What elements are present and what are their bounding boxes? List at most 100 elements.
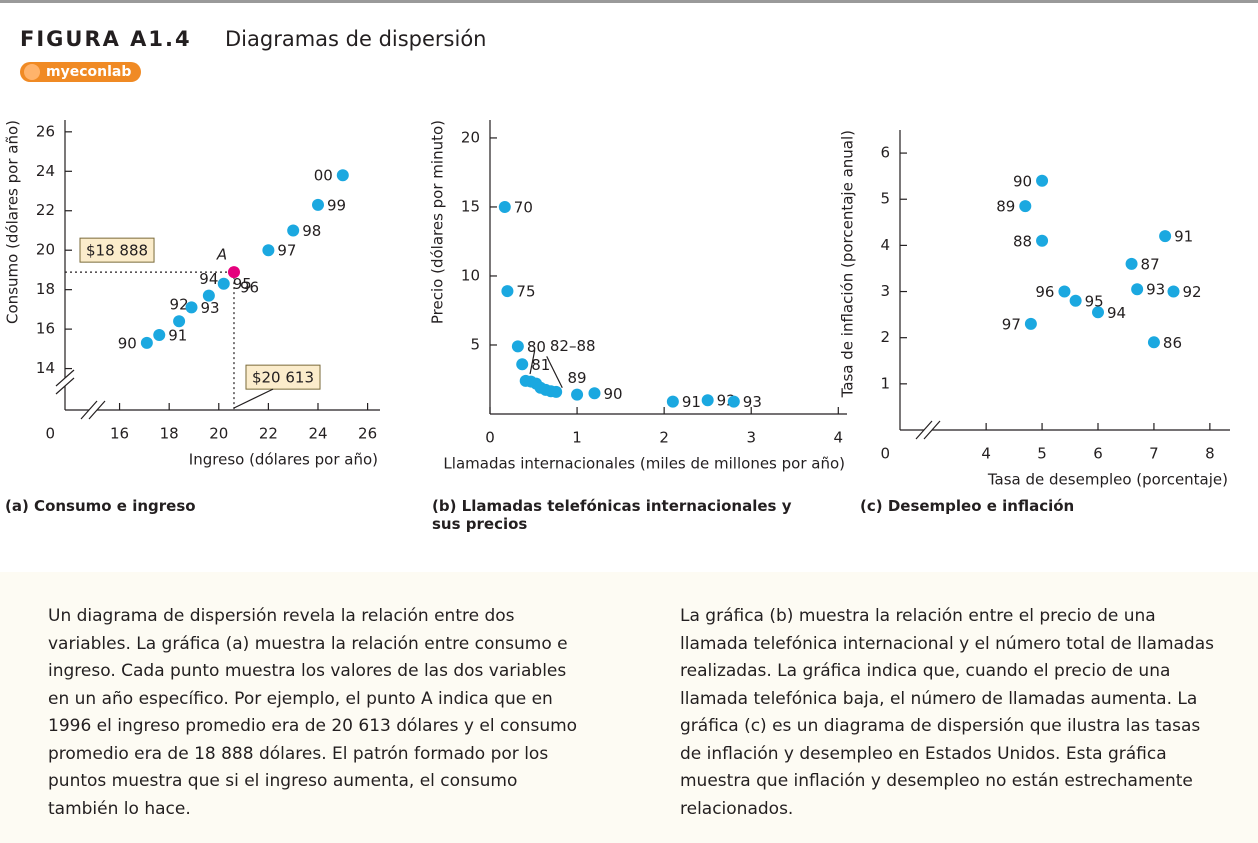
y-tick-label: 26 bbox=[36, 122, 55, 140]
y-tick-label: 20 bbox=[36, 241, 55, 259]
caption: (c) Desempleo e inflación bbox=[860, 497, 1075, 515]
point bbox=[1036, 234, 1049, 247]
point-label: 92 bbox=[1183, 283, 1202, 301]
y-tick-label: 5 bbox=[880, 190, 890, 208]
axis-break-gap bbox=[924, 427, 932, 433]
x-tick-label: 18 bbox=[160, 425, 179, 443]
axis-break bbox=[55, 377, 75, 395]
point bbox=[550, 385, 563, 398]
point bbox=[501, 285, 514, 298]
x-tick-label: 2 bbox=[659, 429, 669, 447]
y-tick-label: 2 bbox=[880, 328, 890, 346]
point-label: 88 bbox=[1013, 232, 1032, 250]
axis-break bbox=[55, 369, 75, 387]
point bbox=[1019, 200, 1032, 213]
y-tick-label: 18 bbox=[36, 280, 55, 298]
point-label: 92 bbox=[170, 296, 189, 314]
figure-title: Diagramas de dispersión bbox=[225, 27, 487, 51]
figure-label: FIGURA A1.4 bbox=[20, 27, 192, 51]
badge[interactable]: myeconlab bbox=[20, 62, 142, 82]
point-label: 90 bbox=[1013, 172, 1032, 190]
y-tick-label: 16 bbox=[36, 320, 55, 338]
x-tick-label: 5 bbox=[1037, 445, 1047, 463]
value-box bbox=[245, 364, 321, 390]
point bbox=[1036, 174, 1049, 187]
point-label: 97 bbox=[1002, 315, 1021, 333]
point-label: 81 bbox=[531, 356, 550, 374]
point-label: 91 bbox=[1174, 228, 1193, 246]
x-tick-label: 7 bbox=[1149, 445, 1159, 463]
point bbox=[262, 244, 275, 257]
x-tick-label: 8 bbox=[1205, 445, 1215, 463]
point-label: 86 bbox=[1163, 334, 1182, 352]
point-label: 91 bbox=[682, 393, 701, 411]
point bbox=[140, 336, 153, 349]
axis-break bbox=[923, 420, 941, 440]
point bbox=[1058, 285, 1071, 298]
point bbox=[1069, 294, 1082, 307]
point bbox=[516, 358, 529, 371]
point-label: 93 bbox=[200, 299, 219, 317]
top-rule bbox=[0, 0, 1258, 3]
highlight-point bbox=[227, 266, 240, 279]
y-tick-label: 22 bbox=[36, 201, 55, 219]
point bbox=[217, 277, 230, 290]
point-label: 94 bbox=[199, 270, 218, 288]
x-tick-label: 6 bbox=[1093, 445, 1103, 463]
point-label: 94 bbox=[1107, 304, 1126, 322]
point-label: 80 bbox=[527, 338, 546, 356]
axis-break bbox=[915, 420, 933, 440]
point bbox=[1159, 230, 1172, 243]
leader-line bbox=[546, 356, 563, 389]
x-tick-label: 22 bbox=[259, 425, 278, 443]
paragraph: Un diagrama de dispersión revela la rela… bbox=[48, 606, 578, 819]
point-label: 90 bbox=[118, 334, 137, 352]
point bbox=[727, 395, 740, 408]
point bbox=[571, 388, 584, 401]
axis-break bbox=[88, 400, 106, 420]
point bbox=[588, 387, 601, 400]
point bbox=[701, 394, 714, 407]
point bbox=[336, 169, 349, 182]
point bbox=[1125, 257, 1138, 270]
point bbox=[1024, 317, 1037, 330]
text-panel bbox=[0, 572, 1258, 843]
value-box-label: $18 888 bbox=[86, 242, 148, 260]
y-tick-label: 24 bbox=[36, 162, 55, 180]
point bbox=[511, 340, 524, 353]
y-tick-label: 6 bbox=[880, 144, 890, 162]
y-tick-label: 14 bbox=[36, 359, 55, 377]
x-tick-label: 26 bbox=[358, 425, 377, 443]
x-axis-label: Ingreso (dólares por año) bbox=[189, 451, 378, 469]
y-tick-label: 1 bbox=[880, 374, 890, 392]
x-tick-label: 4 bbox=[981, 445, 991, 463]
point bbox=[173, 315, 186, 328]
point-label: 89 bbox=[996, 198, 1015, 216]
y-axis-label: Tasa de inflación (porcentaje anual) bbox=[839, 130, 857, 398]
point-label: 95 bbox=[1085, 292, 1104, 310]
value-box bbox=[79, 237, 155, 263]
y-tick-label: 3 bbox=[880, 282, 890, 300]
point bbox=[1092, 306, 1104, 319]
y-tick-label: 20 bbox=[461, 128, 480, 146]
caption: (a) Consumo e ingreso bbox=[5, 497, 196, 515]
point-label: 93 bbox=[1146, 281, 1165, 299]
x-axis-label: Tasa de desempleo (porcentaje) bbox=[987, 471, 1228, 489]
x-tick-label: 16 bbox=[110, 425, 129, 443]
value-box-label: $20 613 bbox=[252, 369, 314, 387]
y-tick-label: 4 bbox=[880, 236, 890, 254]
point bbox=[498, 200, 511, 213]
point bbox=[202, 289, 215, 302]
x-tick-label: 3 bbox=[746, 429, 756, 447]
point-label: 95 bbox=[233, 275, 252, 293]
point bbox=[311, 198, 324, 211]
origin-label: 0 bbox=[45, 425, 55, 443]
y-axis-label: Consumo (dólares por año) bbox=[4, 120, 22, 324]
point-label: 75 bbox=[516, 283, 535, 301]
point bbox=[185, 301, 198, 314]
axis-break-gap bbox=[89, 407, 97, 413]
point bbox=[1131, 283, 1144, 296]
point-label: 00 bbox=[314, 167, 333, 185]
